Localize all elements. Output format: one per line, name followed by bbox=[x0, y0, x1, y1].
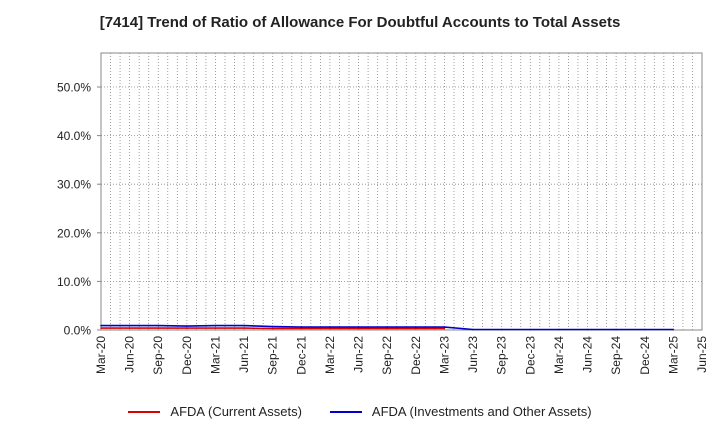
x-tick-label: Jun-24 bbox=[581, 336, 595, 373]
x-tick-label: Sep-21 bbox=[266, 336, 280, 375]
data-point bbox=[214, 324, 217, 327]
legend-item-investments: AFDA (Investments and Other Assets) bbox=[329, 404, 592, 419]
x-axis: Mar-20 Jun-20 Sep-20 Dec-20 Mar-21 Jun-21 Sep-… bbox=[94, 336, 709, 375]
x-tick-label: Jun-21 bbox=[237, 336, 251, 373]
data-point bbox=[157, 327, 160, 329]
x-tick-label: Mar-22 bbox=[323, 336, 337, 374]
x-tick-label: Sep-24 bbox=[609, 336, 623, 375]
x-tick-label: Jun-22 bbox=[352, 336, 366, 373]
data-point bbox=[672, 328, 675, 331]
y-tick-label: 30.0% bbox=[57, 178, 91, 192]
plot-frame bbox=[100, 52, 703, 331]
y-tick-label: 50.0% bbox=[57, 81, 91, 95]
data-point bbox=[443, 326, 446, 328]
data-point bbox=[558, 328, 560, 331]
x-tick-label: Mar-24 bbox=[552, 336, 566, 374]
data-point bbox=[415, 326, 417, 328]
x-tick-label: Dec-21 bbox=[294, 336, 308, 375]
legend-swatch-current-assets bbox=[128, 410, 161, 413]
data-point bbox=[329, 326, 331, 328]
y-tick-label: 20.0% bbox=[57, 226, 91, 240]
x-tick-label: Jun-23 bbox=[466, 336, 480, 373]
data-point bbox=[300, 326, 303, 328]
data-point bbox=[500, 328, 503, 331]
data-point bbox=[300, 327, 303, 330]
x-tick-label: Jun-20 bbox=[123, 336, 137, 373]
x-tick-label: Dec-22 bbox=[409, 336, 423, 375]
x-tick-label: Dec-24 bbox=[638, 336, 652, 375]
data-point bbox=[386, 327, 388, 330]
data-point bbox=[186, 325, 188, 327]
grid-layer bbox=[101, 53, 702, 330]
x-tick-label: Mar-20 bbox=[94, 336, 108, 374]
data-point bbox=[157, 324, 160, 327]
legend: AFDA (Current Assets) AFDA (Investments … bbox=[0, 404, 720, 419]
x-tick-label: Dec-20 bbox=[180, 336, 194, 375]
y-tick-label: 0.0% bbox=[64, 324, 92, 338]
x-tick-label: Dec-23 bbox=[523, 336, 537, 375]
data-point bbox=[643, 328, 646, 331]
data-point bbox=[271, 325, 274, 328]
data-point bbox=[443, 327, 446, 330]
data-point bbox=[329, 327, 331, 330]
x-tick-label: Jun-25 bbox=[695, 336, 709, 373]
data-point bbox=[243, 324, 245, 327]
legend-label-current-assets: AFDA (Current Assets) bbox=[170, 404, 302, 419]
chart-title: [7414] Trend of Ratio of Allowance For D… bbox=[99, 14, 621, 31]
x-tick-label: Mar-25 bbox=[666, 336, 680, 374]
x-tick-label: Sep-22 bbox=[380, 336, 394, 375]
data-point bbox=[586, 328, 589, 331]
data-point bbox=[186, 327, 188, 329]
legend-label-investments: AFDA (Investments and Other Assets) bbox=[371, 404, 592, 419]
data-point bbox=[271, 327, 274, 330]
y-axis: 0.0% 10.0% 20.0% 30.0% 40.0% 50.0% bbox=[57, 81, 101, 338]
data-point bbox=[529, 328, 532, 331]
x-tick-label: Mar-21 bbox=[208, 336, 222, 374]
series-layer bbox=[100, 324, 675, 331]
x-tick-label: Sep-20 bbox=[151, 336, 165, 375]
data-point bbox=[386, 326, 388, 328]
data-point bbox=[100, 324, 102, 327]
data-point bbox=[357, 326, 360, 328]
y-tick-label: 10.0% bbox=[57, 275, 91, 289]
x-tick-label: Sep-23 bbox=[495, 336, 509, 375]
x-tick-label: Mar-23 bbox=[437, 336, 451, 374]
data-point bbox=[415, 327, 417, 330]
y-tick-label: 40.0% bbox=[57, 129, 91, 143]
data-point bbox=[357, 327, 360, 330]
legend-swatch-investments bbox=[329, 410, 362, 413]
data-point bbox=[472, 328, 474, 331]
data-point bbox=[243, 327, 245, 329]
data-point bbox=[100, 327, 102, 329]
data-point bbox=[615, 328, 617, 331]
legend-item-current-assets: AFDA (Current Assets) bbox=[128, 404, 302, 419]
data-point bbox=[128, 324, 131, 327]
data-point bbox=[214, 327, 217, 329]
data-point bbox=[128, 327, 131, 329]
